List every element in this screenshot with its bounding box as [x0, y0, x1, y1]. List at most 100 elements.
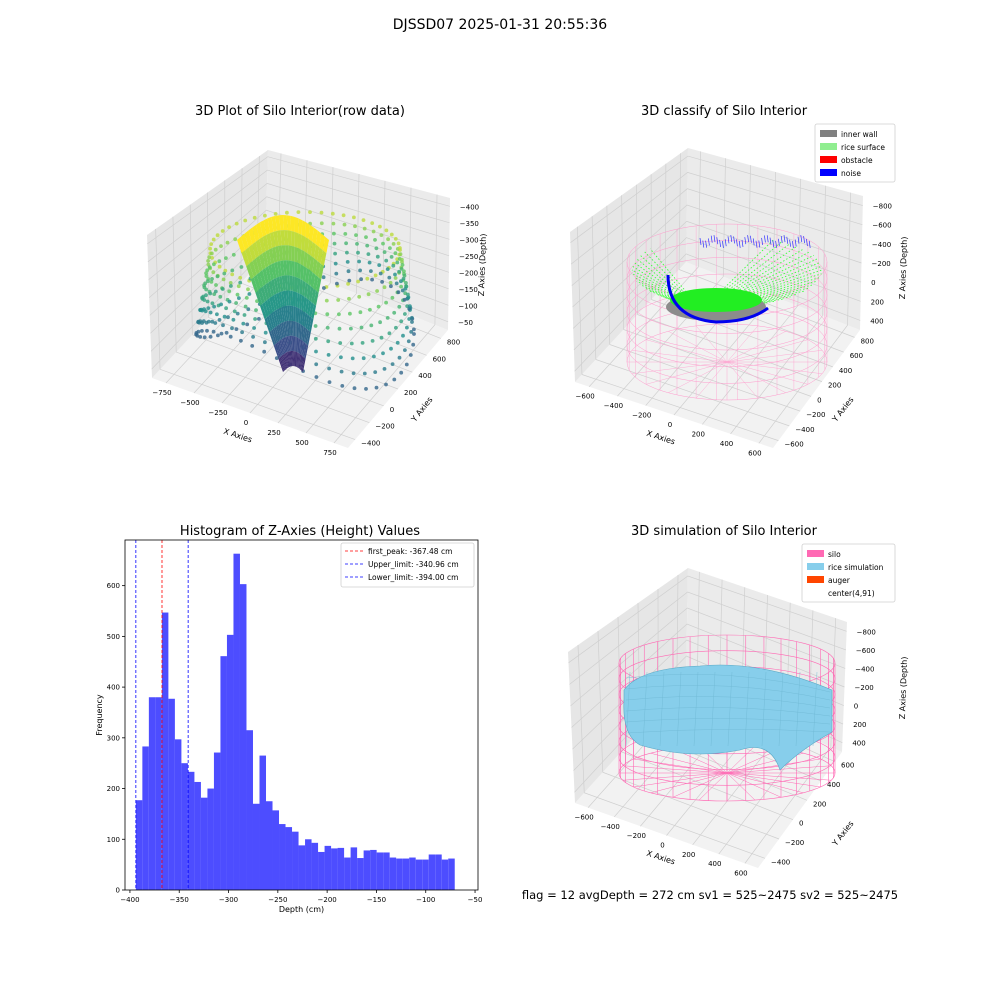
x-tick-label: 600: [748, 449, 761, 457]
surface-patch: [268, 248, 275, 265]
grid-line: [570, 155, 863, 243]
surface-patch: [291, 335, 294, 351]
surface-patch: [303, 327, 308, 344]
grid-line: [678, 269, 855, 338]
scatter-point: [393, 251, 398, 256]
scatter-point: [367, 260, 372, 265]
scatter-point: [375, 254, 380, 259]
scatter-point: [393, 276, 398, 280]
noise-point: [747, 235, 749, 243]
grid-line: [621, 751, 794, 820]
surface-patch: [293, 336, 296, 352]
histogram-bar: [266, 801, 273, 890]
scatter-point: [200, 329, 204, 333]
scatter-point: [321, 275, 326, 280]
noise-point: [738, 240, 741, 249]
noise-point: [808, 240, 811, 248]
surface-patch: [297, 292, 300, 309]
grid-line: [702, 305, 799, 425]
grid-line: [637, 314, 823, 382]
rice-surface-ray: [720, 242, 791, 297]
legend-swatch: [807, 589, 824, 596]
surface-patch: [318, 263, 324, 280]
surface-patch: [276, 341, 282, 357]
scatter-point: [341, 213, 346, 218]
scatter-point: [358, 268, 362, 273]
scatter-point: [334, 271, 339, 276]
silo-floor-wire: [650, 772, 728, 794]
surface-patch: [268, 280, 274, 297]
scatter-point: [390, 295, 395, 300]
grid-line: [356, 173, 360, 294]
silo-floor-wire: [698, 772, 728, 801]
surface-patch: [274, 293, 279, 310]
scatter-point: [342, 222, 347, 227]
noise-point: [794, 239, 797, 247]
scatter-point: [366, 252, 371, 256]
surface-patch: [313, 290, 319, 306]
surface-patch: [292, 335, 295, 352]
surface-patch: [263, 218, 270, 235]
histogram-bar: [344, 857, 351, 890]
z-tick-label: −400: [460, 203, 479, 211]
surface-patch: [250, 277, 258, 293]
surface-patch: [302, 357, 306, 372]
surface-patch: [273, 230, 279, 247]
z-tick-label: 400: [852, 740, 865, 748]
scatter-point: [344, 241, 348, 246]
scatter-point: [215, 233, 220, 238]
surface-patch: [278, 340, 283, 356]
surface-patch: [282, 354, 288, 369]
figure-suptitle: DJSSD07 2025-01-31 20:55:36: [392, 17, 608, 33]
scatter-point: [212, 262, 216, 267]
legend-label: center(4,91): [828, 589, 875, 598]
surface-patch: [309, 255, 315, 273]
surface-patch: [273, 344, 280, 359]
scatter-point: [327, 380, 332, 384]
scatter-point: [228, 281, 233, 285]
surface-patch: [300, 264, 304, 281]
surface-patch: [302, 341, 306, 357]
surface-patch: [294, 261, 298, 278]
histogram-bar: [415, 859, 423, 890]
scatter-point: [352, 386, 357, 391]
surface-patch: [298, 323, 301, 339]
surface-patch: [298, 354, 302, 369]
x-tick-label: 200: [692, 430, 705, 438]
surface-patch: [295, 306, 298, 323]
x-tick-label: 0: [244, 419, 248, 427]
silo-floor-wire: [726, 772, 756, 801]
legend-label: auger: [828, 576, 851, 585]
scatter-point: [364, 235, 368, 240]
scatter-point: [206, 279, 210, 284]
scatter-point: [400, 257, 404, 262]
surface-patch: [277, 261, 282, 277]
scatter-point: [409, 330, 414, 334]
z-tick-label: −350: [460, 220, 479, 228]
rice-mesh-line: [625, 685, 831, 701]
surface-patch: [278, 307, 284, 324]
rice-mesh-line: [659, 671, 665, 747]
scatter-point: [319, 221, 324, 226]
surface-patch: [283, 260, 287, 276]
silo-floor-wire: [631, 350, 728, 363]
surface-patch: [284, 305, 289, 322]
silo-floor-wire: [726, 772, 832, 781]
surface-patch: [265, 249, 272, 266]
x-tick-label: −200: [627, 832, 646, 840]
y-tick-label: 200: [828, 382, 841, 390]
scatter-point: [338, 341, 343, 345]
surface-patch: [299, 279, 303, 295]
noise-point: [719, 239, 721, 248]
scatter-point: [331, 221, 336, 226]
surface-patch: [274, 261, 280, 278]
scatter-point: [361, 356, 366, 361]
noise-point: [806, 238, 808, 246]
surface-patch: [276, 308, 282, 325]
surface-patch: [246, 263, 254, 280]
surface-patch: [266, 233, 273, 250]
noise-point: [741, 239, 744, 248]
surface-patch: [302, 280, 306, 297]
y-tick-label: 600: [841, 762, 854, 770]
surface-patch: [286, 320, 290, 337]
